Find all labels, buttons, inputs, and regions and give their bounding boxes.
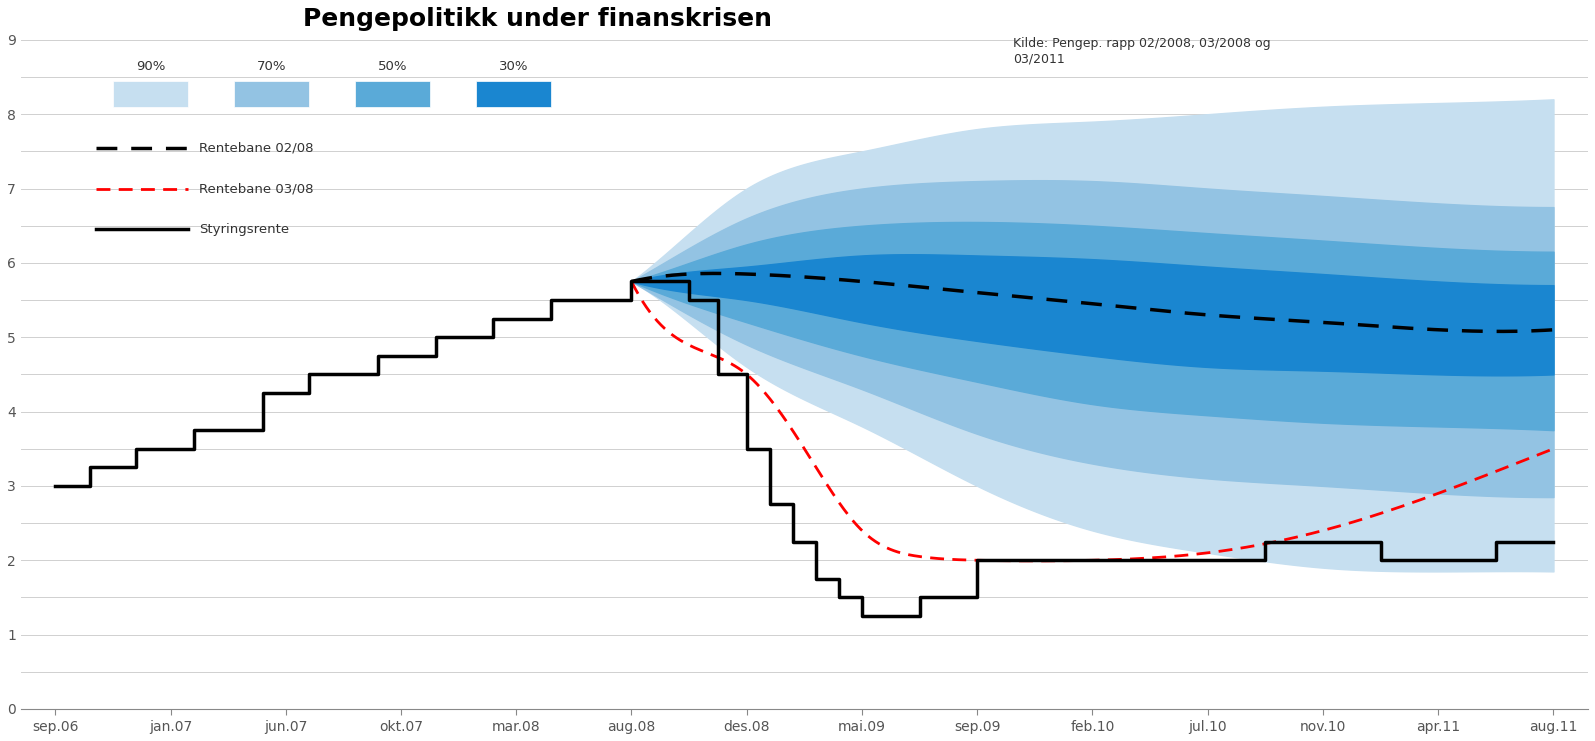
Text: 50%: 50%: [378, 60, 407, 73]
Bar: [356, 81, 429, 107]
Bar: [475, 81, 550, 107]
Text: Kilde: Pengep. rapp 02/2008, 03/2008 og
03/2011: Kilde: Pengep. rapp 02/2008, 03/2008 og …: [1013, 37, 1271, 65]
Text: Pengepolitikk under finanskrisen: Pengepolitikk under finanskrisen: [303, 7, 772, 31]
Text: Rentebane 03/08: Rentebane 03/08: [199, 182, 314, 195]
Bar: [234, 81, 309, 107]
Text: 70%: 70%: [257, 60, 286, 73]
Text: 90%: 90%: [136, 60, 164, 73]
Bar: [113, 81, 188, 107]
Text: Rentebane 02/08: Rentebane 02/08: [199, 141, 314, 154]
Text: 30%: 30%: [499, 60, 528, 73]
Text: Styringsrente: Styringsrente: [199, 223, 289, 236]
